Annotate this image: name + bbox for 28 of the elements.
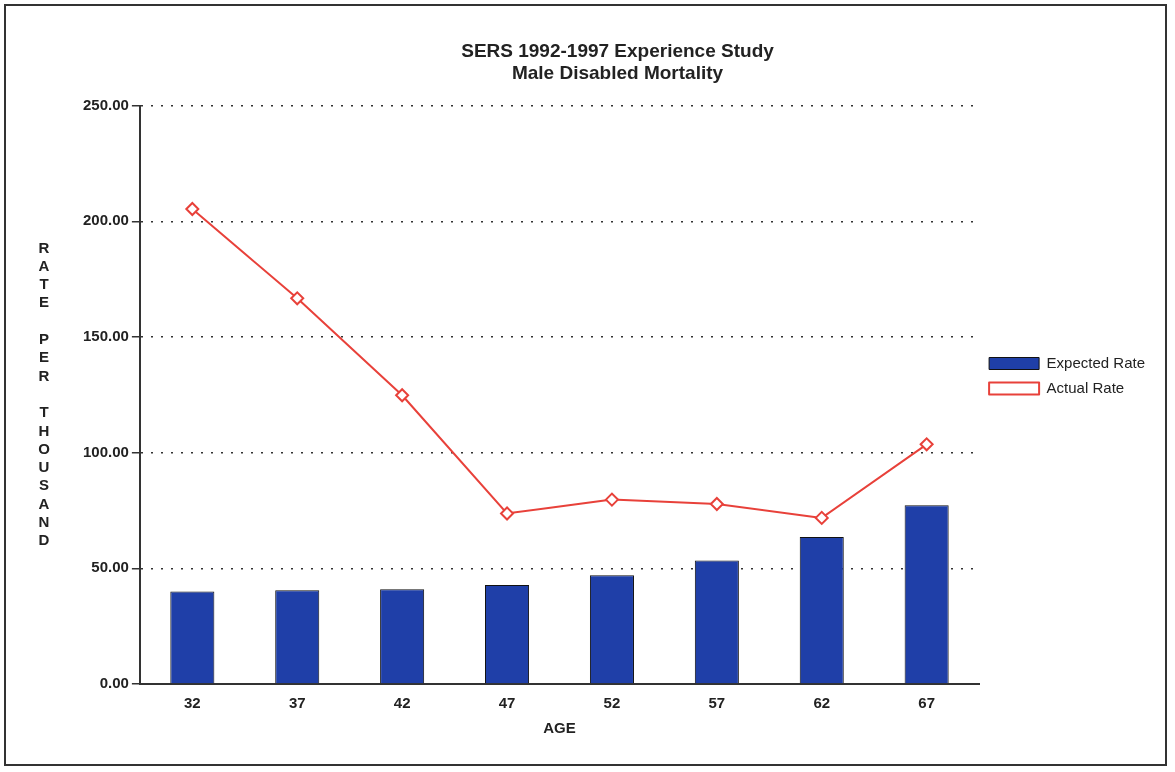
point — [919, 437, 934, 452]
point — [290, 291, 305, 306]
x-tick-label: 67 — [918, 694, 935, 712]
point — [604, 492, 619, 507]
legend-label: Expected Rate — [1046, 353, 1146, 371]
point — [814, 510, 829, 525]
legend-label: Actual Rate — [1046, 378, 1125, 396]
point — [500, 506, 515, 521]
y-tick-label: 0.00 — [99, 674, 129, 692]
point — [395, 388, 410, 403]
point — [185, 202, 200, 217]
x-tick-label: 37 — [288, 694, 306, 712]
y-tick-label: 200.00 — [82, 211, 129, 229]
y-tick-label: 250.00 — [82, 95, 129, 113]
x-tick-label: 47 — [498, 694, 516, 712]
y-tick-label: 100.00 — [82, 442, 129, 460]
x-axis-title: AGE — [543, 719, 576, 737]
point — [709, 497, 724, 511]
x-tick-label: 57 — [708, 694, 726, 712]
text: Male Disabled Mortality — [511, 62, 724, 84]
x-tick-label: 32 — [183, 694, 201, 712]
y-tick-label: 50.00 — [91, 558, 129, 576]
text: SERS 1992-1997 Experience Study — [461, 39, 774, 61]
x-tick-label: 52 — [603, 694, 621, 712]
y-tick-label: 150.00 — [82, 327, 129, 345]
text: RATE PER THOUSAND — [38, 238, 50, 549]
x-tick-label: 62 — [813, 694, 831, 712]
x-tick-label: 42 — [393, 694, 411, 712]
